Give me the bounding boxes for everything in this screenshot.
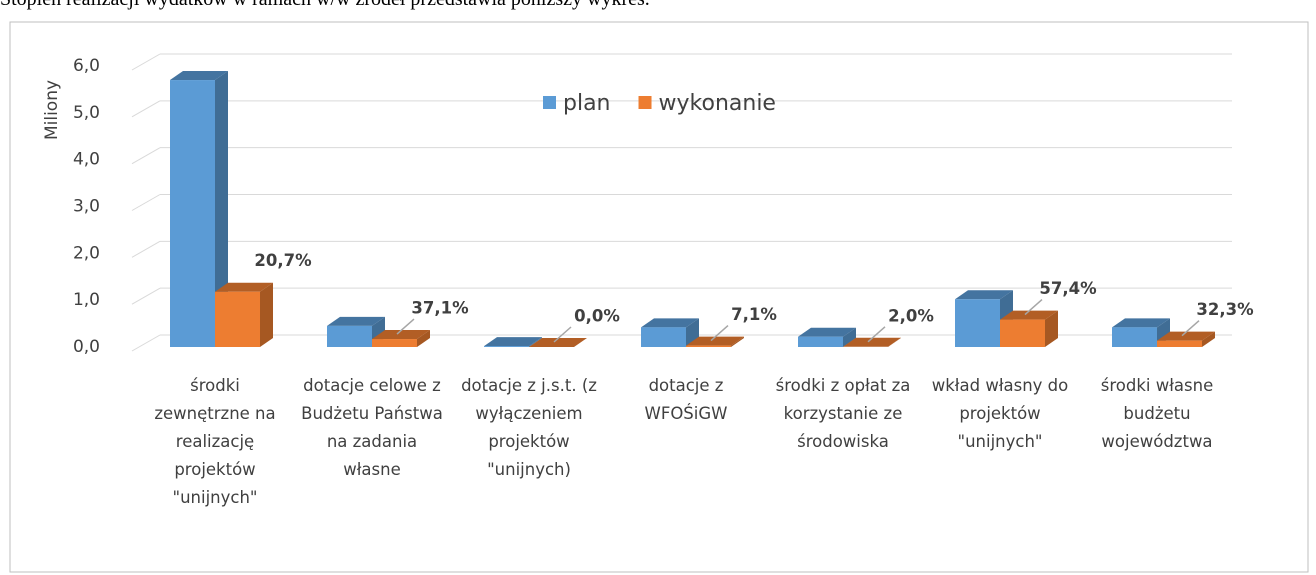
intro-text: Stopień realizacji wydatków w ramach w/w… bbox=[0, 0, 650, 11]
bar bbox=[1157, 331, 1215, 347]
bar-top bbox=[170, 71, 228, 81]
bar-front bbox=[641, 327, 686, 347]
bar-front bbox=[372, 339, 417, 347]
bar-top bbox=[798, 327, 856, 337]
bar-front bbox=[955, 299, 1000, 347]
data-annotation: 2,0% bbox=[888, 306, 934, 325]
x-tick-label: dotacje z j.s.t. (z wyłączeniem projektó… bbox=[461, 376, 597, 479]
bar-front bbox=[215, 291, 260, 347]
bar-front bbox=[686, 345, 731, 347]
y-axis-label: Miliony bbox=[42, 80, 62, 140]
x-tick-label: dotacje celowe z Budżetu Państwa na zada… bbox=[301, 376, 443, 479]
data-annotation: 32,3% bbox=[1196, 300, 1254, 319]
leader-line bbox=[1181, 320, 1200, 337]
x-tick-label: środki z opłat za korzystanie ze środowi… bbox=[775, 376, 911, 451]
data-annotation: 7,1% bbox=[731, 305, 777, 324]
bar-top bbox=[327, 316, 385, 326]
y-tick-label: 3,0 bbox=[73, 197, 100, 217]
legend-label: wykonanie bbox=[659, 91, 776, 116]
bar bbox=[1000, 310, 1058, 347]
bar-front bbox=[1000, 319, 1045, 347]
y-tick-label: 2,0 bbox=[73, 243, 100, 263]
bar-side bbox=[260, 282, 273, 347]
y-tick-label: 0,0 bbox=[73, 337, 100, 357]
grid-line-depth bbox=[131, 53, 161, 71]
bar bbox=[529, 338, 587, 347]
legend-label: plan bbox=[563, 91, 611, 116]
bar-side bbox=[417, 330, 430, 347]
grid-line-depth bbox=[131, 240, 161, 258]
bar-side bbox=[888, 337, 901, 347]
bar-front bbox=[484, 346, 529, 347]
data-annotation: 37,1% bbox=[411, 299, 469, 318]
legend-swatch bbox=[638, 96, 652, 109]
y-tick-label: 4,0 bbox=[73, 150, 100, 170]
bar-front bbox=[1112, 327, 1157, 347]
bar bbox=[843, 337, 901, 347]
bar bbox=[1112, 318, 1170, 347]
leader-line bbox=[1024, 299, 1043, 316]
leader-line bbox=[867, 326, 886, 343]
y-tick-label: 5,0 bbox=[73, 103, 100, 123]
y-tick-label: 6,0 bbox=[73, 56, 100, 76]
grid-line-depth bbox=[131, 194, 161, 211]
bar bbox=[215, 282, 273, 347]
x-tick-label: środki własne budżetu województwa bbox=[1100, 376, 1214, 451]
data-annotation: 0,0% bbox=[574, 307, 620, 326]
bar-top bbox=[372, 330, 430, 340]
leader-line bbox=[553, 326, 572, 343]
bar-side bbox=[843, 327, 856, 347]
bar-top bbox=[1157, 331, 1215, 341]
bar-side bbox=[1045, 310, 1058, 347]
bar-top bbox=[484, 337, 542, 347]
bar-top bbox=[641, 318, 699, 328]
bar-side bbox=[1202, 331, 1215, 347]
bar bbox=[372, 330, 430, 347]
bar-top bbox=[529, 338, 587, 347]
chart-frame bbox=[9, 21, 1309, 573]
grid-line-depth bbox=[131, 147, 161, 165]
bar bbox=[686, 336, 744, 347]
bar bbox=[484, 337, 542, 347]
bar-front bbox=[170, 80, 215, 348]
bar-top bbox=[686, 336, 744, 346]
grid-line-depth bbox=[131, 334, 161, 352]
data-annotation: 20,7% bbox=[254, 251, 312, 270]
leader-line bbox=[396, 318, 415, 335]
y-tick-label: 1,0 bbox=[73, 290, 100, 310]
grid-line-depth bbox=[131, 287, 161, 305]
bar-front bbox=[798, 336, 843, 347]
x-tick-label: dotacje z WFOŚiGW bbox=[644, 376, 728, 423]
bar bbox=[641, 318, 699, 347]
bar bbox=[170, 71, 228, 348]
bar-top bbox=[1112, 318, 1170, 328]
bar-top bbox=[215, 282, 273, 292]
grid-line-depth bbox=[131, 100, 161, 118]
bar bbox=[798, 327, 856, 347]
bar-top bbox=[1000, 310, 1058, 320]
legend-swatch bbox=[543, 96, 556, 109]
bar-side bbox=[731, 336, 744, 347]
bar-side bbox=[215, 71, 228, 348]
bar-front bbox=[327, 325, 372, 347]
x-tick-label: wkład własny do projektów "unijnych" bbox=[931, 376, 1069, 451]
x-tick-label: środki zewnętrzne na realizację projektó… bbox=[154, 376, 276, 507]
bar-top bbox=[843, 337, 901, 347]
bar-top bbox=[955, 290, 1013, 300]
leader-line bbox=[710, 325, 729, 342]
data-annotation: 57,4% bbox=[1039, 279, 1097, 298]
bar-front bbox=[1157, 340, 1202, 347]
bar-side bbox=[529, 337, 542, 347]
